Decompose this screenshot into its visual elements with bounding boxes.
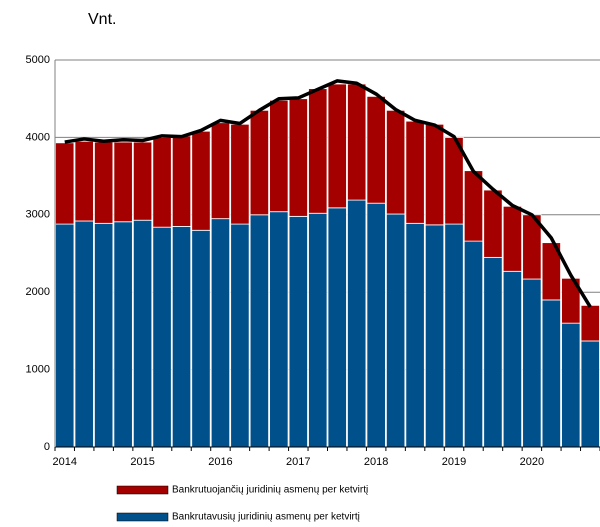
bar-segment [288,98,308,217]
bar-segment [55,142,75,225]
bar-segment [249,109,270,216]
bar-segment [463,240,484,448]
x-tick-label: 2020 [520,456,544,468]
bar-segment [308,212,328,448]
bar-segment [269,211,289,448]
y-tick-label: 2000 [26,286,50,298]
bar-segment [191,130,211,231]
legend-label: Bankrutavusių juridinių asmenų per ketvi… [172,512,360,523]
bar-segment [94,222,114,448]
bar-segment [405,120,425,224]
bar-segment [171,226,192,448]
y-tick-label: 4000 [26,131,50,143]
y-tick-label: 3000 [26,209,50,221]
bar-segment [347,83,367,201]
bar-segment [522,278,542,448]
bar-segment [132,219,153,448]
bar-segment [483,256,503,448]
bar-segment [483,189,503,258]
bar-segment [366,202,386,448]
bar-segment [347,199,367,448]
bar-segment [385,109,406,215]
bar-segment [424,224,445,448]
bar-segment [132,141,153,221]
bar-segment [424,123,445,226]
bar-segment [444,223,464,448]
bar-segment [191,229,211,448]
bar-segment [541,299,561,448]
bar-segment [580,304,600,342]
bar-segment [405,222,425,448]
bar-segment [152,226,172,448]
x-tick-label: 2017 [286,456,310,468]
bar-segment [210,122,231,220]
bar-segment [308,88,328,214]
bar-segment [113,221,133,448]
y-tick-label: 0 [44,441,50,453]
bar-segment [230,123,250,225]
bar-segment [152,136,172,228]
bar-segment [541,242,561,301]
chart-title: Vnt. [88,11,116,28]
bar-segment [210,218,231,448]
bar-segment [502,270,523,448]
x-tick-label: 2018 [364,456,388,468]
x-tick-label: 2016 [208,456,232,468]
total-line [64,79,592,308]
legend-swatch [116,485,169,495]
x-tick-label: 2014 [52,456,76,468]
bar-segment [288,215,308,448]
bar-segment [171,135,192,227]
x-tick-label: 2019 [442,456,466,468]
bar-segment [580,340,600,448]
bar-segment [249,214,270,448]
bar-segment [55,223,75,448]
bar-segment [74,140,94,222]
bar-segment [385,213,406,448]
bar-segment [502,205,523,272]
y-tick-label: 1000 [26,364,50,376]
bar-segment [269,99,289,213]
bar-segment [366,95,386,204]
legend-label: Bankrutuojančių juridinių asmenų per ket… [172,485,368,496]
bar-segment [74,220,94,448]
bar-segment [327,207,347,448]
x-tick-label: 2015 [130,456,154,468]
bar-segment [463,170,484,242]
bar-segment [230,223,250,448]
legend-swatch [116,512,169,522]
bar-segment [113,141,133,223]
y-tick-label: 5000 [26,54,50,66]
bar-segment [327,83,347,209]
bar-segment [561,322,581,448]
bar-segment [94,141,114,224]
